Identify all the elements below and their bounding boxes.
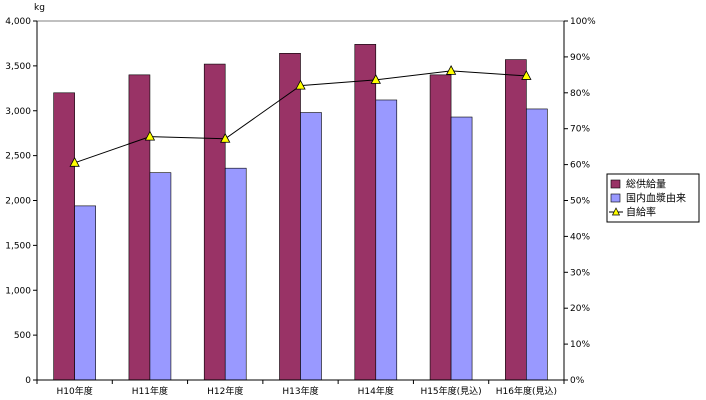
y-right-tick-label-10: 100% [570, 17, 596, 27]
ratio-marker-0 [69, 156, 80, 167]
ratio-marker-3 [295, 79, 306, 90]
bar-1-3 [300, 112, 322, 381]
y-right-tick-label-7: 70% [570, 125, 590, 135]
ratio-marker-4 [370, 74, 381, 84]
bar-1-1 [149, 172, 172, 381]
x-tick-label-5: H15年度(見込) [420, 385, 481, 397]
bar-0-6 [505, 59, 527, 381]
y-left-tick-label-6: 3,000 [5, 107, 31, 117]
bar-0-5 [429, 74, 452, 381]
y-left-tick-label-5: 2,500 [5, 152, 31, 162]
y-right-tick-label-1: 10% [570, 340, 590, 350]
y-axis-unit-label: kg [34, 3, 45, 13]
y-left-tick-label-2: 1,000 [5, 286, 31, 296]
bar-0-4 [354, 44, 377, 381]
bar-1-0 [74, 205, 96, 381]
bars [53, 44, 548, 381]
bar-1-4 [375, 99, 398, 381]
ratio-marker-2 [220, 132, 231, 143]
bar-1-2 [224, 167, 247, 381]
axes: 0 500 1,000 1,500 2,000 2,500 3,000 3,500 4,000 0… [5, 17, 596, 397]
y-right-tick-label-6: 60% [570, 161, 590, 171]
legend-label-0: 総供給量 [626, 178, 666, 191]
ratio-marker-6 [521, 70, 532, 80]
legend-swatch-1 [610, 193, 621, 203]
x-tick-label-1: H11年度 [132, 385, 168, 397]
y-left-tick-label-1: 500 [14, 331, 31, 341]
legend-swatch-0 [610, 179, 621, 189]
bar-0-2 [203, 63, 226, 381]
legend-marker-2 [611, 207, 621, 216]
bar-1-5 [450, 116, 473, 381]
bar-0-0 [53, 92, 75, 381]
bar-0-1 [128, 74, 151, 381]
y-left-tick-label-4: 2,000 [5, 197, 31, 207]
x-tick-label-4: H14年度 [358, 385, 394, 397]
y-right-tick-label-5: 50% [570, 197, 590, 207]
y-left-tick-label-8: 4,000 [5, 17, 31, 27]
ratio-line [69, 65, 532, 167]
bar-0-3 [279, 53, 301, 381]
y-right-tick-label-4: 40% [570, 232, 590, 242]
y-left-tick-label-3: 1,500 [5, 241, 31, 251]
ratio-marker-5 [445, 65, 457, 75]
y-right-tick-label-8: 80% [570, 89, 590, 99]
y-right-tick-label-2: 20% [570, 304, 590, 314]
x-tick-label-2: H12年度 [207, 385, 243, 397]
x-tick-label-3: H13年度 [282, 385, 318, 397]
legend-label-2: 自給率 [626, 206, 656, 219]
legend-box [606, 173, 700, 223]
y-right-tick-label-0: 0% [570, 376, 585, 386]
legend-label-1: 国内血漿由来 [626, 192, 686, 205]
y-left-tick-label-0: 0 [25, 376, 31, 386]
y-right-tick-label-3: 30% [570, 268, 590, 278]
x-tick-label-0: H10年度 [57, 385, 93, 397]
y-right-tick-label-9: 90% [570, 53, 590, 63]
ratio-marker-1 [144, 130, 156, 141]
y-left-tick-label-7: 3,500 [5, 62, 31, 72]
bar-1-6 [526, 108, 548, 381]
x-tick-label-6: H16年度(見込) [496, 385, 557, 397]
